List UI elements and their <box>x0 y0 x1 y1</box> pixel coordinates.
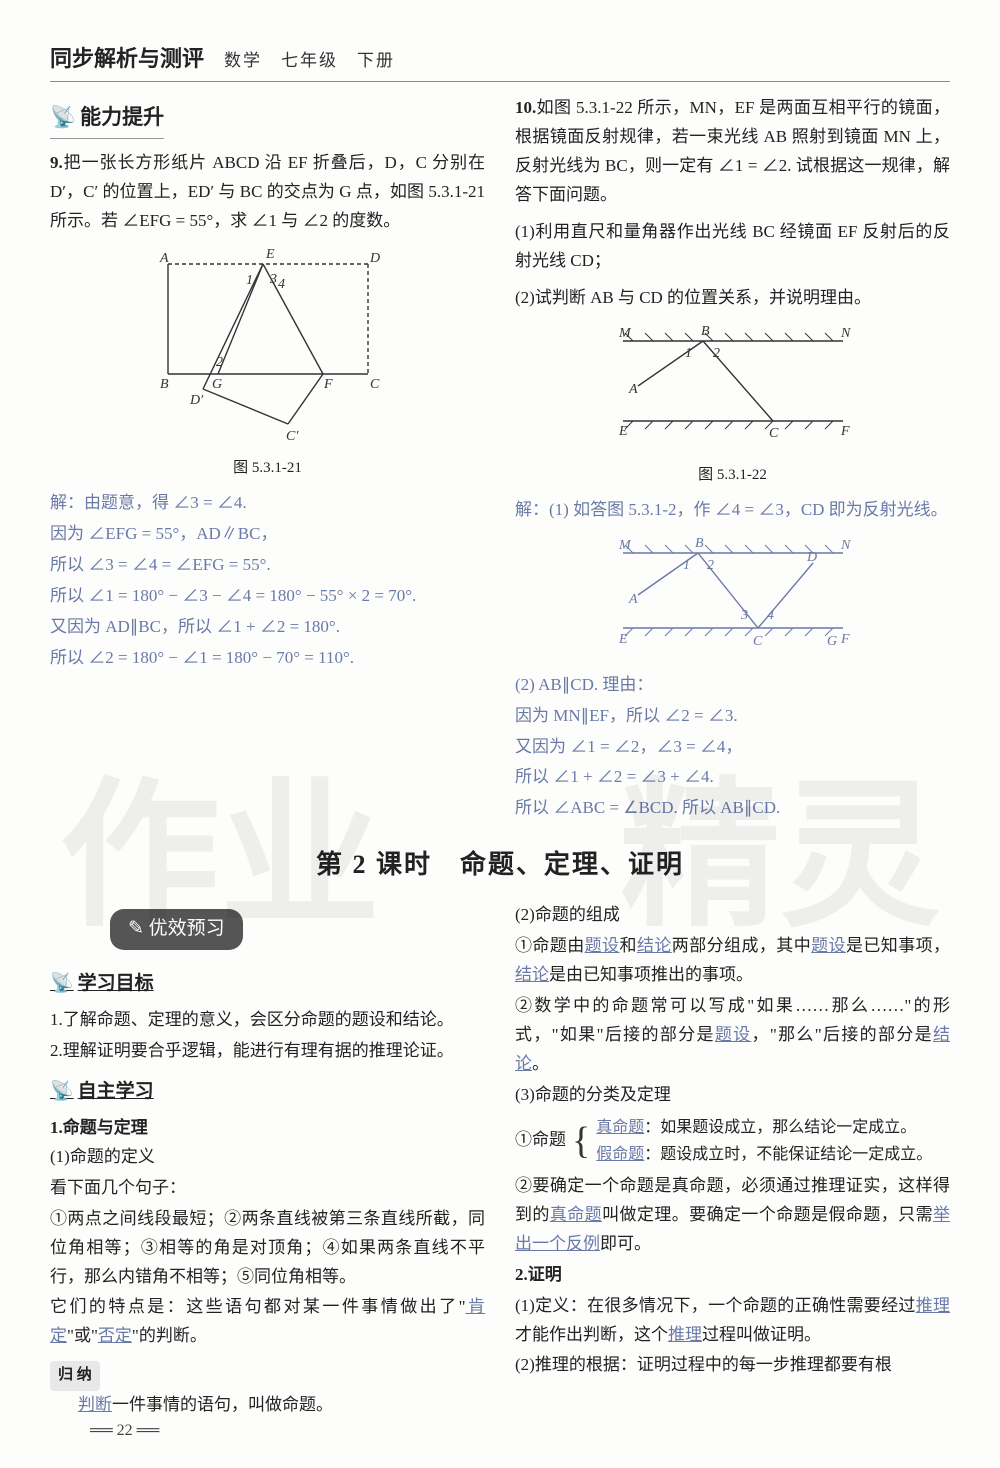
topic2-title: 2.证明 <box>515 1261 950 1290</box>
q10-text: 如图 5.3.1-22 所示，MN，EF 是两面互相平行的镜面，根据镜面反射规律… <box>515 98 950 204</box>
question-10: 10.如图 5.3.1-22 所示，MN，EF 是两面互相平行的镜面，根据镜面反… <box>515 94 950 210</box>
svg-text:3: 3 <box>269 272 277 287</box>
goal-list: 1.了解命题、定理的意义，会区分命题的题设和结论。 2.理解证明要合乎逻辑，能进… <box>50 1006 485 1066</box>
q9-text: 把一张长方形纸片 ABCD 沿 EF 折叠后，D，C 分别在 D′，C′ 的位置… <box>50 153 485 230</box>
fig10a-caption: 图 5.3.1-22 <box>515 463 950 489</box>
self-study-heading: 📡自主学习 <box>50 1076 485 1108</box>
svg-text:M: M <box>618 326 632 341</box>
guina-badge: 归 纳 <box>50 1361 100 1391</box>
svg-text:2: 2 <box>707 558 714 573</box>
svg-text:4: 4 <box>278 277 285 292</box>
figure-9: A E D B C F G D′ C′ 1 34 2 图 5.3.1-21 <box>50 244 485 481</box>
figure-10a: M B N E C F A 1 2 图 5.3.1-22 <box>515 321 950 488</box>
svg-text:F: F <box>323 377 333 392</box>
svg-text:2: 2 <box>713 346 720 361</box>
satellite-icon: 📡 <box>50 1081 74 1102</box>
topic1-body: (1)命题的定义 看下面几个句子： ①两点之间线段最短；②两条直线被第三条直线所… <box>50 1143 485 1351</box>
svg-text:A: A <box>628 592 638 607</box>
topic1-title: 1.命题与定理 <box>50 1114 485 1143</box>
q10-solution: 解：(1) 如答图 5.3.1-2，作 ∠4 = ∠3，CD 即为反射光线。 <box>515 496 950 525</box>
svg-text:2: 2 <box>216 355 223 370</box>
svg-text:B: B <box>695 536 704 551</box>
proposition-classification: ①命题 { 真命题：如果题设成立，那么结论一定成立。 假命题：题设成立时，不能保… <box>515 1114 950 1168</box>
svg-text:E: E <box>618 424 628 439</box>
header-title: 同步解析与测评 <box>50 40 204 77</box>
satellite-icon: 📡 <box>50 105 76 129</box>
section-ability: 📡能力提升 <box>50 100 164 139</box>
page-number: ══ 22 ══ <box>90 1417 159 1444</box>
figure-10b: M B N E C GF D A 1 2 3 4 <box>515 533 950 663</box>
brace-icon: { <box>572 1122 590 1160</box>
svg-text:D: D <box>369 251 380 266</box>
svg-text:E: E <box>265 247 275 262</box>
svg-text:N: N <box>840 326 851 341</box>
svg-text:D′: D′ <box>189 393 204 408</box>
svg-text:C′: C′ <box>286 429 299 444</box>
svg-text:N: N <box>840 538 851 553</box>
topic2-body: (2)命题的组成 ①命题由题设和结论两部分组成，其中题设是已知事项，结论是由已知… <box>515 901 950 1380</box>
svg-text:B: B <box>701 324 710 339</box>
right-column: 10.如图 5.3.1-22 所示，MN，EF 是两面互相平行的镜面，根据镜面反… <box>515 94 950 825</box>
svg-text:C: C <box>769 426 779 441</box>
svg-text:C: C <box>753 634 763 649</box>
preview-badge: ✎ 优效预习 <box>110 909 243 949</box>
svg-text:F: F <box>840 424 850 439</box>
svg-text:1: 1 <box>246 273 253 288</box>
satellite-icon: 📡 <box>50 973 74 994</box>
header-subtitle: 数学 七年级 下册 <box>224 47 395 76</box>
svg-text:4: 4 <box>767 608 774 623</box>
q10-number: 10. <box>515 98 536 117</box>
lesson-title: 第 2 课时 命题、定理、证明 <box>50 843 950 887</box>
svg-text:M: M <box>618 538 632 553</box>
study-goal-heading: 📡学习目标 <box>50 968 485 1000</box>
left-column: 📡能力提升 9.把一张长方形纸片 ABCD 沿 EF 折叠后，D，C 分别在 D… <box>50 94 485 825</box>
q10-part1: (1)利用直尺和量角器作出光线 BC 经镜面 EF 反射后的反射光线 CD； <box>515 218 950 276</box>
right-column-2: (2)命题的组成 ①命题由题设和结论两部分组成，其中题设是已知事项，结论是由已知… <box>515 901 950 1419</box>
svg-text:A: A <box>628 382 638 397</box>
q9-solution: 解：由题意，得 ∠3 = ∠4. 因为 ∠EFG = 55°，AD∥BC， 所以… <box>50 489 485 672</box>
pencil-icon: ✎ <box>128 918 149 939</box>
svg-text:1: 1 <box>683 558 690 573</box>
svg-text:F: F <box>840 632 850 647</box>
q9-number: 9. <box>50 153 63 172</box>
page-header: 同步解析与测评 数学 七年级 下册 <box>50 40 950 82</box>
guina-text: 判断一件事情的语句，叫做命题。 <box>50 1391 485 1420</box>
question-9: 9.把一张长方形纸片 ABCD 沿 EF 折叠后，D，C 分别在 D′，C′ 的… <box>50 149 485 236</box>
svg-text:B: B <box>160 377 169 392</box>
q10-part2: (2)试判断 AB 与 CD 的位置关系，并说明理由。 <box>515 284 950 313</box>
svg-text:E: E <box>618 632 628 647</box>
svg-text:C: C <box>370 377 380 392</box>
svg-text:G: G <box>212 377 222 392</box>
svg-text:1: 1 <box>685 346 692 361</box>
svg-text:G: G <box>827 634 837 649</box>
svg-text:A: A <box>159 251 169 266</box>
svg-text:3: 3 <box>740 608 748 623</box>
q10-solution2: (2) AB∥CD. 理由： 因为 MN∥EF，所以 ∠2 = ∠3. 又因为 … <box>515 671 950 823</box>
fig9-caption: 图 5.3.1-21 <box>50 456 485 482</box>
left-column-2: ✎ 优效预习 📡学习目标 1.了解命题、定理的意义，会区分命题的题设和结论。 2… <box>50 901 485 1419</box>
svg-text:D: D <box>806 550 817 565</box>
